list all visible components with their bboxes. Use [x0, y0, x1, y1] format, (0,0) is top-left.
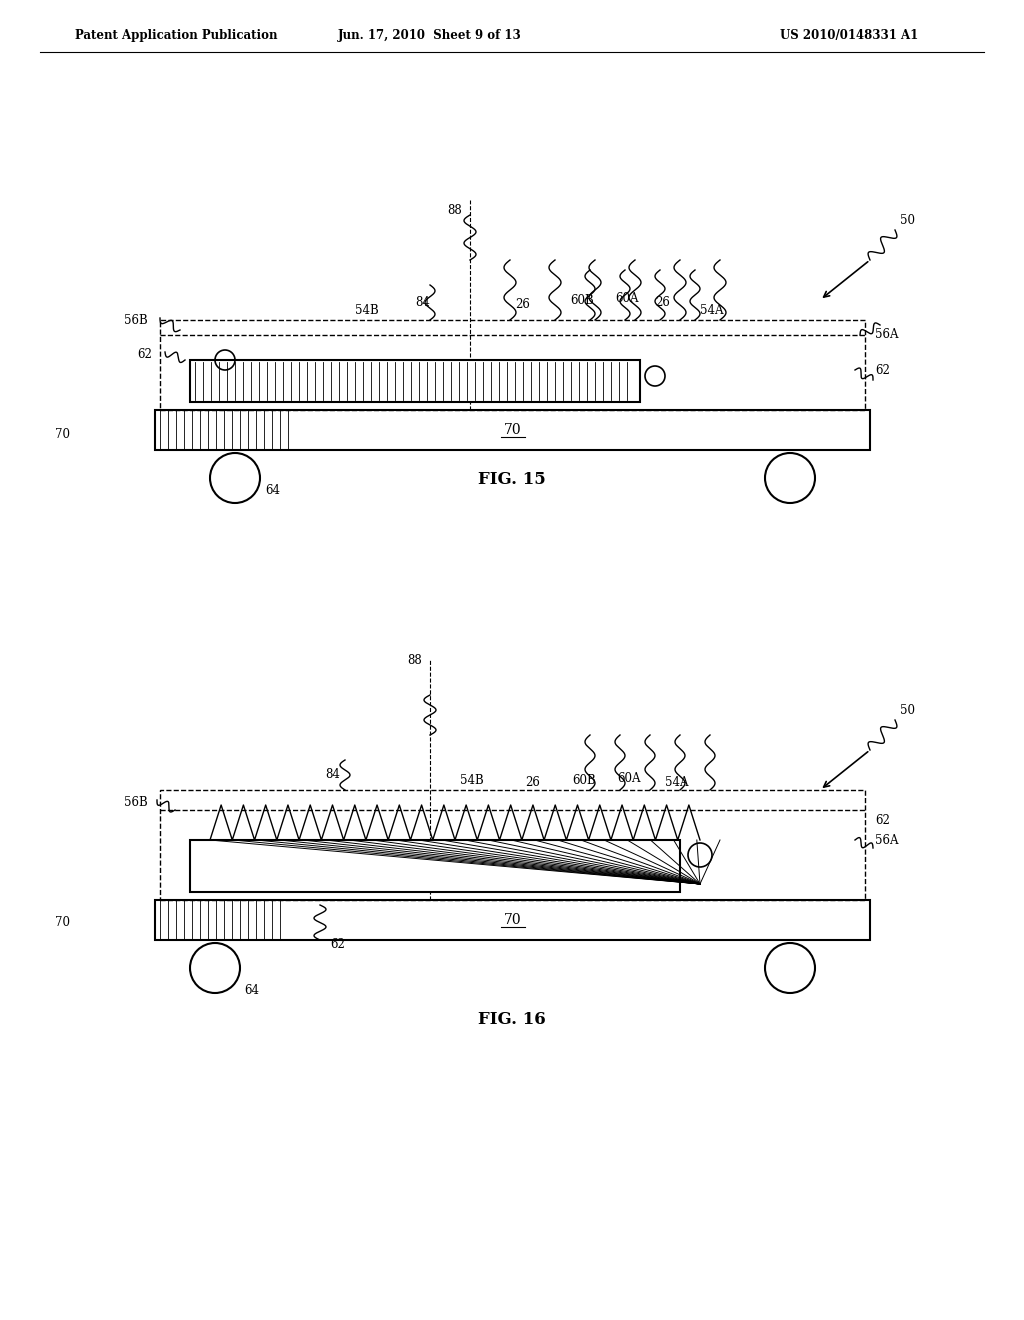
Text: 54B: 54B [460, 774, 483, 787]
Text: 64: 64 [244, 983, 259, 997]
Text: 56B: 56B [124, 314, 148, 326]
Bar [190, 840, 680, 892]
Text: Jun. 17, 2010  Sheet 9 of 13: Jun. 17, 2010 Sheet 9 of 13 [338, 29, 522, 41]
Bar [160, 789, 865, 900]
Text: FIG. 16: FIG. 16 [478, 1011, 546, 1028]
Text: 60A: 60A [617, 771, 640, 784]
Text: 60A: 60A [615, 292, 639, 305]
Text: 26: 26 [525, 776, 540, 788]
Text: 60B: 60B [572, 774, 596, 787]
Text: 50: 50 [900, 214, 915, 227]
Text: Patent Application Publication: Patent Application Publication [75, 29, 278, 41]
Text: 62: 62 [874, 813, 890, 826]
Text: 54A: 54A [700, 304, 724, 317]
Text: 54B: 54B [355, 304, 379, 317]
Text: 56A: 56A [874, 329, 898, 342]
Text: 64: 64 [265, 483, 280, 496]
Text: 26: 26 [655, 296, 670, 309]
Text: 88: 88 [447, 203, 462, 216]
Text: 70: 70 [55, 429, 70, 441]
Text: US 2010/0148331 A1: US 2010/0148331 A1 [780, 29, 919, 41]
Bar [155, 900, 870, 940]
Bar [160, 319, 865, 411]
Text: 54A: 54A [665, 776, 688, 788]
Text: 88: 88 [408, 653, 422, 667]
Text: 56B: 56B [124, 796, 148, 808]
Text: 26: 26 [515, 298, 529, 312]
Text: 70: 70 [55, 916, 70, 928]
Text: 62: 62 [137, 348, 152, 362]
Text: 62: 62 [330, 939, 345, 952]
Text: 84: 84 [415, 296, 430, 309]
Text: 70: 70 [504, 422, 521, 437]
Bar [190, 360, 640, 403]
Text: 60B: 60B [570, 293, 594, 306]
Text: 70: 70 [504, 913, 521, 927]
Bar [155, 411, 870, 450]
Text: 56A: 56A [874, 833, 898, 846]
Text: 62: 62 [874, 363, 890, 376]
Text: 84: 84 [326, 768, 340, 781]
Text: FIG. 15: FIG. 15 [478, 471, 546, 488]
Text: 50: 50 [900, 704, 915, 717]
